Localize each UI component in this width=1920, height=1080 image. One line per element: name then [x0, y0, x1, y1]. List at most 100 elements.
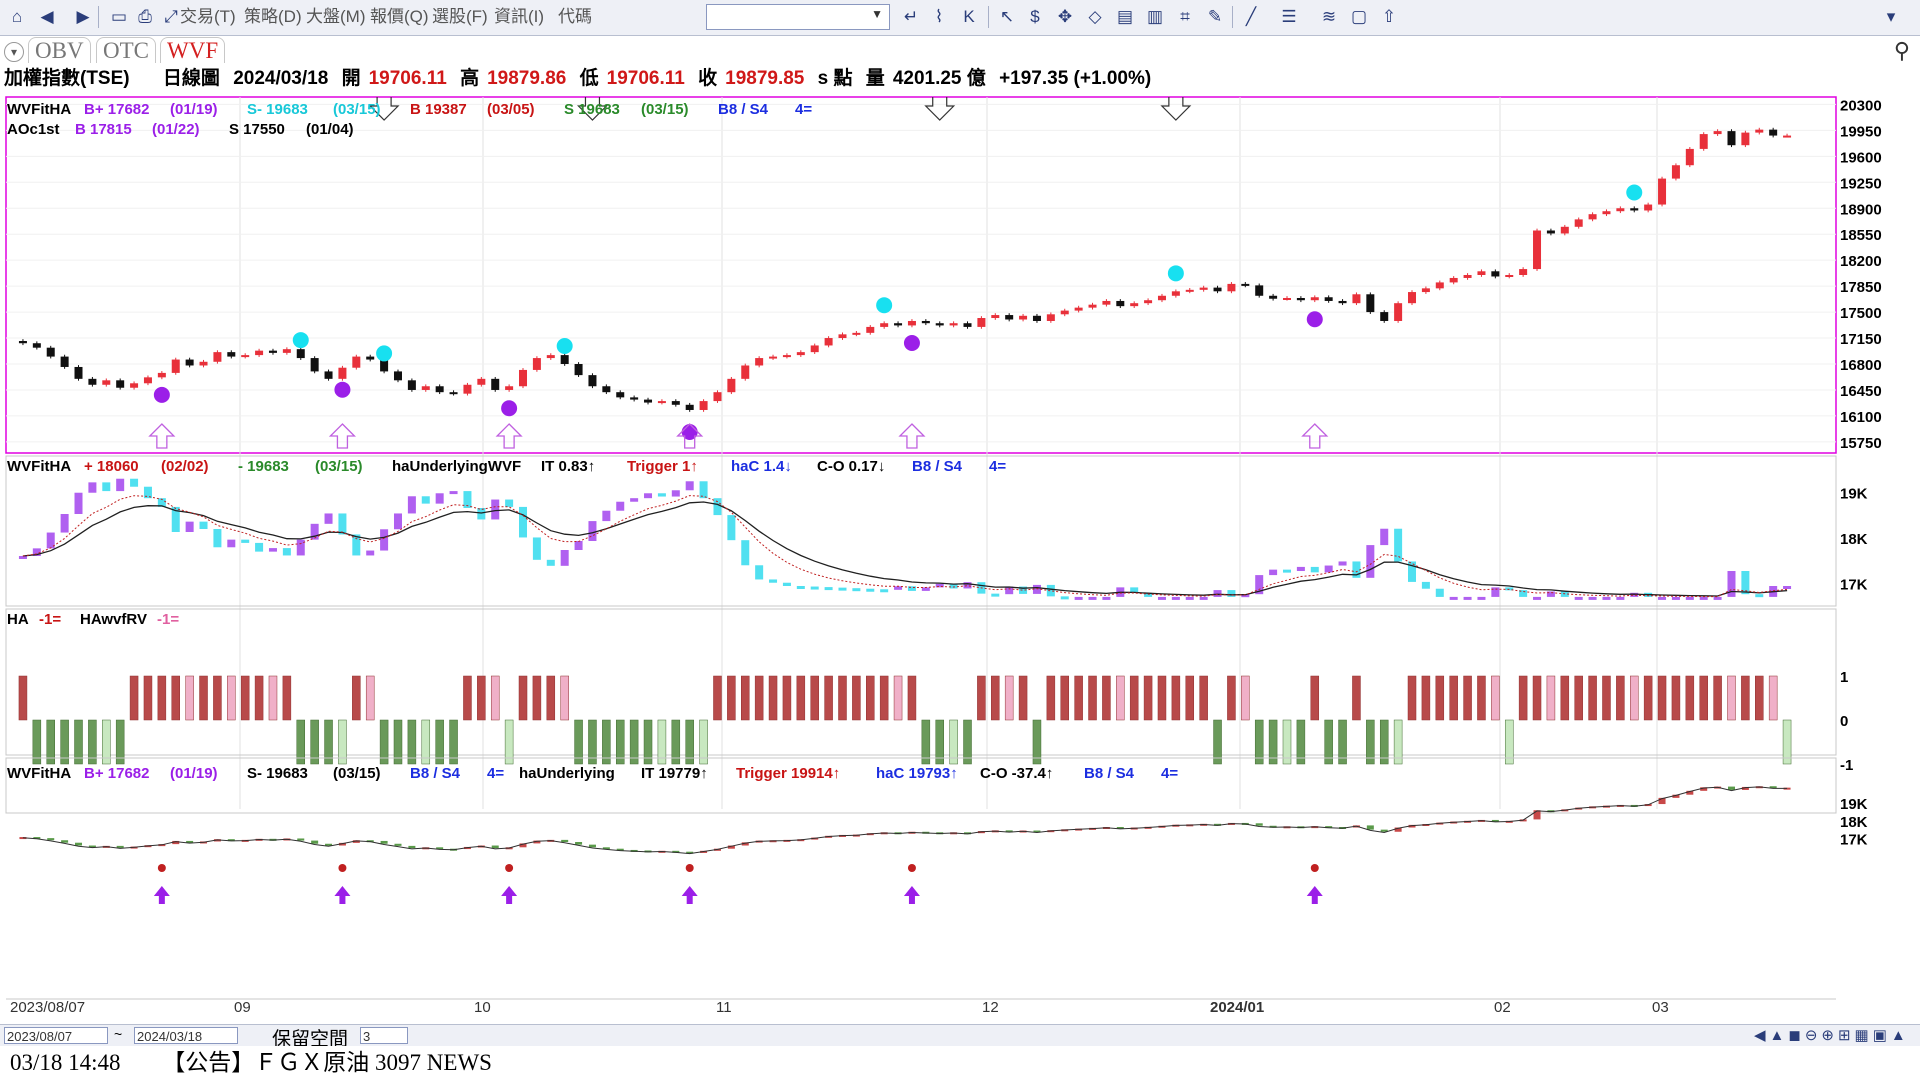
move-icon[interactable]: ✥ — [1057, 7, 1073, 26]
candle-body — [1560, 226, 1569, 234]
sell-signal-dot — [292, 332, 309, 349]
menu-strategy[interactable]: 策略(D) — [244, 7, 302, 26]
ha-down-bar — [421, 719, 431, 765]
chart-gridlines — [6, 97, 1836, 809]
menu-market[interactable]: 大盤(M) — [306, 7, 366, 26]
draw-icon[interactable]: ✎ — [1207, 7, 1223, 26]
candle-body — [88, 378, 97, 385]
candle-body — [1574, 219, 1583, 227]
ha-candle — [227, 839, 235, 842]
zoom-controls-icon[interactable]: ◀▲◼⊖⊕⊞▦▣▲ — [1754, 1027, 1910, 1044]
k-icon[interactable]: K — [963, 7, 975, 26]
ha-down-bar — [685, 719, 694, 765]
bars-icon[interactable]: ▤ — [1116, 7, 1134, 26]
start-date-select[interactable]: 2023/08/07 — [4, 1027, 108, 1044]
wvf-bar — [1255, 575, 1264, 595]
resize-icon[interactable]: ⤢ — [164, 7, 178, 26]
wvf-bar — [1019, 586, 1028, 594]
ha-down-bar — [88, 719, 97, 765]
hbar-icon[interactable]: ☰ — [1281, 7, 1297, 26]
wvf-bar — [1282, 569, 1291, 573]
trigger-dot — [157, 864, 166, 872]
wvf-bar — [1602, 596, 1611, 600]
tab-nav-icon[interactable]: ▾ — [4, 42, 24, 62]
minimize-icon[interactable]: ▾ — [1886, 7, 1896, 26]
news-ticker[interactable]: 03/18 14:48 【公告】ＦＧＸ原油 3097 NEWS — [0, 1046, 1920, 1080]
candle-body — [421, 386, 430, 390]
fib-icon[interactable]: ≋ — [1321, 7, 1337, 26]
candle-body — [907, 320, 916, 326]
line-icon[interactable]: ╱ — [1245, 7, 1257, 26]
candle-body — [1658, 178, 1667, 205]
wvf-bar — [268, 548, 277, 552]
candle-body — [1338, 300, 1347, 304]
up-arrow-icon[interactable]: ⇧ — [1381, 7, 1397, 26]
low-label: 低 — [579, 68, 599, 89]
pointer-icon[interactable]: ↖ — [999, 7, 1015, 26]
ha-candle — [519, 843, 527, 848]
end-date-select[interactable]: 2024/03/18 — [134, 1027, 238, 1044]
ha-down-bar — [74, 719, 83, 765]
wvf-bar — [838, 587, 847, 591]
wvf-bar — [1477, 596, 1486, 600]
chart-icon[interactable]: ⌇ — [934, 7, 944, 26]
ha-up-bar — [977, 675, 986, 721]
panel-labels: WVFitHA B+ 17682 (01/19) S- 19683 (03/15) B 1… — [7, 101, 1178, 782]
ha-up-bar — [1241, 675, 1250, 721]
menu-info[interactable]: 資訊(I) — [494, 7, 545, 26]
ha-candle — [1033, 830, 1041, 833]
chevron-down-icon[interactable]: ▼ — [871, 7, 883, 21]
open-value: 19706.11 — [368, 68, 447, 89]
panel-legend-label: IT 19779↑ — [641, 765, 708, 782]
folder-icon[interactable]: ▭ — [110, 7, 128, 26]
sell-arrow-icon — [1160, 97, 1192, 121]
keep-space-input[interactable]: 3 — [360, 1027, 408, 1044]
home-icon[interactable]: ⌂ — [11, 7, 23, 26]
wvf-bar — [699, 481, 708, 499]
candle-icon[interactable]: ▥ — [1146, 7, 1164, 26]
candle-body — [1324, 297, 1333, 301]
tab-obv[interactable]: OBV — [28, 37, 91, 63]
dollar-icon[interactable]: $ — [1030, 7, 1040, 26]
menu-trade[interactable]: 交易(T) — [180, 7, 236, 26]
wvf-bar — [1032, 584, 1041, 594]
wvf-bar — [949, 583, 958, 589]
candle-body — [255, 350, 264, 356]
wvf-bar — [769, 579, 778, 583]
wvf-bar — [1699, 596, 1708, 600]
panel-legend-label: S 19683 — [564, 101, 620, 118]
ha-down-bar — [1268, 719, 1278, 765]
enter-icon[interactable]: ↵ — [903, 7, 919, 26]
candle-body — [1046, 314, 1055, 321]
candle-body — [741, 365, 750, 379]
ha-down-bar — [935, 719, 944, 765]
wvf-bar — [1435, 588, 1444, 597]
wvf-bar — [713, 498, 722, 516]
menu-screener[interactable]: 選股(F) — [432, 7, 488, 26]
sell-signal-dot — [376, 345, 393, 362]
frame-icon[interactable]: ▢ — [1350, 7, 1368, 26]
ha-up-bar — [1671, 675, 1681, 721]
ha-candle — [602, 847, 610, 850]
ha-candle — [394, 843, 402, 846]
forward-icon[interactable]: ▶ — [76, 7, 90, 26]
date-range-tilde: ~ — [114, 1026, 123, 1042]
close-label: 收 — [698, 68, 718, 89]
code-input[interactable]: ▼ — [706, 4, 890, 30]
candle-body — [1644, 204, 1653, 211]
wvf-bar — [991, 593, 1000, 597]
candle-body — [1116, 300, 1125, 307]
crop-icon[interactable]: ⌗ — [1180, 7, 1190, 26]
zoom-search-icon[interactable]: ⚲ — [1893, 38, 1910, 63]
tab-otc[interactable]: OTC — [96, 37, 156, 63]
eraser-icon[interactable]: ◇ — [1088, 7, 1102, 26]
panel-legend-label: IT 0.83↑ — [541, 458, 595, 475]
back-icon[interactable]: ◀ — [40, 7, 54, 26]
menu-quote[interactable]: 報價(Q) — [370, 7, 429, 26]
print-icon[interactable]: ⎙ — [138, 7, 152, 26]
candle-body — [1491, 271, 1500, 277]
ha-candle — [1325, 826, 1333, 829]
chart-area[interactable]: 20300 19950 19600 19250 18900 18550 18200 17850… — [0, 94, 1920, 1024]
tab-wvf[interactable]: WVF — [160, 37, 226, 63]
ha-down-bar — [60, 719, 69, 765]
